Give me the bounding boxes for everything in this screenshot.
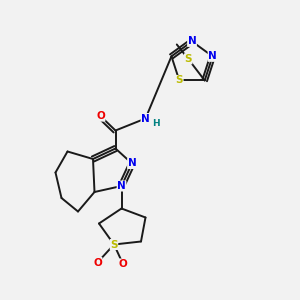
Text: N: N — [188, 36, 196, 46]
Text: N: N — [117, 181, 126, 191]
Text: H: H — [152, 119, 160, 128]
Text: O: O — [118, 259, 127, 269]
Text: S: S — [176, 76, 183, 85]
Text: S: S — [184, 54, 192, 64]
Text: O: O — [93, 257, 102, 268]
Text: N: N — [141, 113, 150, 124]
Text: N: N — [128, 158, 136, 169]
Text: O: O — [96, 111, 105, 121]
Text: N: N — [208, 51, 217, 61]
Text: S: S — [110, 239, 118, 250]
